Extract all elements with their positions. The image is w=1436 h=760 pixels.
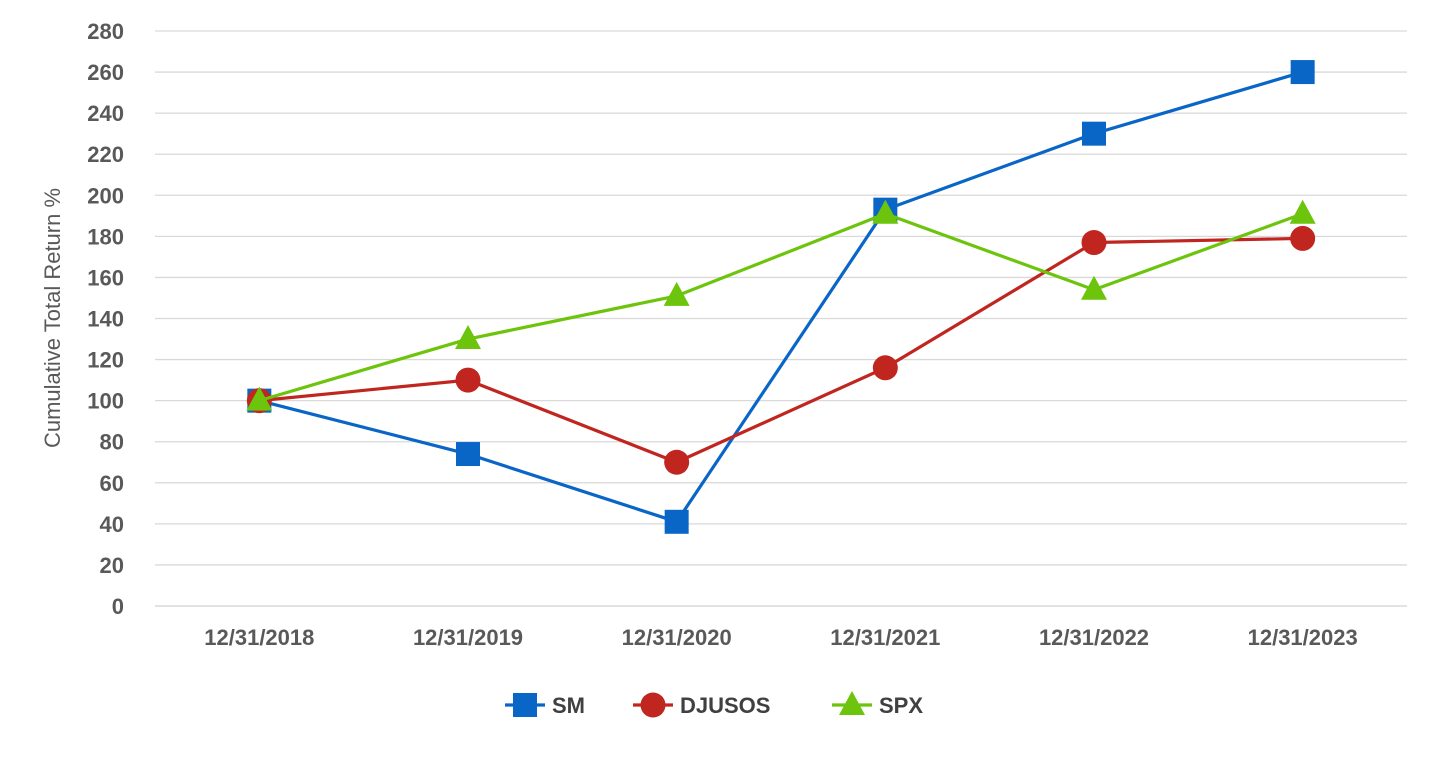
x-tick-label: 12/31/2018 (204, 625, 314, 650)
legend-marker-sm (513, 693, 537, 717)
y-tick-label: 220 (87, 142, 124, 167)
legend-item-djusos: DJUSOS (633, 692, 770, 718)
y-tick-label: 120 (87, 348, 124, 373)
legend-label-sm: SM (552, 693, 585, 718)
legend-marker-spx (839, 691, 865, 715)
x-axis-tick-labels: 12/31/2018 12/31/2019 12/31/2020 12/31/2021… (204, 625, 1357, 650)
legend-item-sm: SM (505, 693, 585, 718)
y-tick-label: 0 (112, 594, 124, 619)
data-point-spx (1081, 275, 1107, 300)
series-layer (246, 60, 1316, 534)
y-tick-label: 140 (87, 307, 124, 332)
y-tick-label: 180 (87, 224, 124, 249)
series-line-djusos (259, 236, 1303, 464)
data-point-djusos (1290, 225, 1316, 251)
y-tick-label: 280 (87, 19, 124, 44)
data-point-djusos (1081, 230, 1107, 256)
y-tick-label: 100 (87, 389, 124, 414)
y-tick-label: 260 (87, 60, 124, 85)
data-point-spx (246, 386, 273, 411)
y-tick-label: 200 (87, 183, 124, 208)
x-tick-label: 12/31/2022 (1039, 625, 1149, 650)
y-axis-tick-labels: 0 20 40 60 80 100 120 140 160 180 200 220 240 260 280 (87, 19, 124, 619)
legend-marker-djusos (640, 692, 666, 718)
y-tick-label: 240 (87, 101, 124, 126)
data-point-djusos (872, 355, 898, 381)
legend-label-spx: SPX (879, 693, 923, 718)
x-tick-label: 12/31/2020 (622, 625, 732, 650)
data-point-sm (664, 509, 689, 534)
x-tick-label: 12/31/2023 (1248, 625, 1358, 650)
y-tick-label: 60 (100, 471, 124, 496)
gridlines (155, 30, 1407, 607)
series-line-spx (258, 212, 1304, 403)
x-tick-label: 12/31/2021 (830, 625, 940, 650)
data-point-spx (455, 325, 481, 350)
legend-item-spx: SPX (832, 691, 923, 718)
data-point-sm (1082, 121, 1106, 146)
y-tick-label: 160 (87, 265, 124, 290)
data-point-djusos (455, 367, 481, 393)
legend: SM DJUSOS SPX (505, 691, 923, 718)
x-tick-label: 12/31/2019 (413, 625, 523, 650)
y-tick-label: 40 (100, 512, 124, 537)
data-point-sm (1290, 60, 1315, 85)
data-point-spx (663, 281, 690, 306)
data-point-sm (456, 442, 480, 467)
data-point-spx (1289, 199, 1316, 224)
y-axis-title: Cumulative Total Return % (40, 188, 65, 448)
legend-label-djusos: DJUSOS (680, 693, 770, 718)
data-point-spx (872, 199, 899, 224)
series-sm (247, 60, 1315, 534)
y-tick-label: 80 (100, 430, 124, 455)
y-tick-label: 20 (100, 553, 124, 578)
series-spx (246, 199, 1316, 411)
series-line-sm (258, 70, 1304, 524)
data-point-djusos (664, 449, 690, 475)
